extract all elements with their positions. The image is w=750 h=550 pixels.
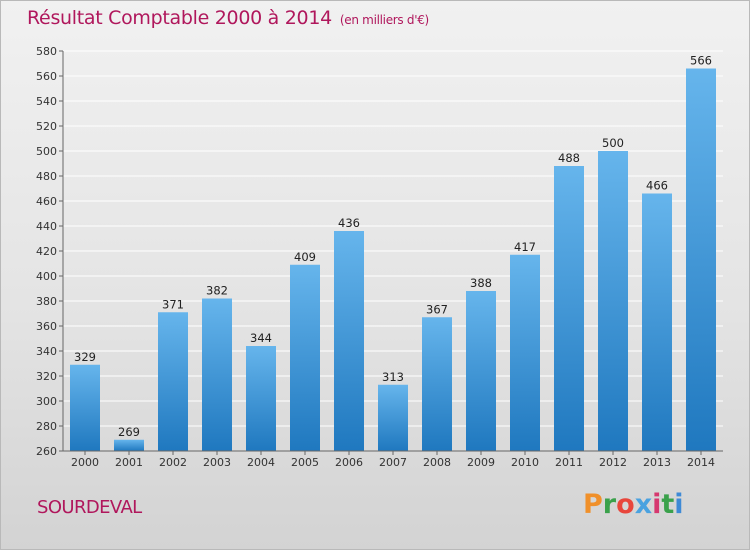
y-tick-label: 480 [36, 170, 57, 183]
x-tick-label: 2007 [379, 456, 407, 469]
value-label: 344 [250, 331, 272, 345]
bar-2007 [378, 384, 408, 451]
x-tick-label: 2011 [555, 456, 583, 469]
y-tick-label: 300 [36, 395, 57, 408]
bar-2011 [554, 166, 584, 451]
y-tick-label: 560 [36, 70, 57, 83]
value-label: 466 [646, 179, 668, 193]
y-tick-label: 420 [36, 245, 57, 258]
axes [62, 51, 723, 452]
bar-2001 [114, 439, 144, 451]
bars [70, 68, 716, 451]
bar-2008 [422, 317, 452, 451]
x-tick-label: 2009 [467, 456, 495, 469]
y-tick-label: 460 [36, 195, 57, 208]
value-label: 500 [602, 136, 624, 150]
logo-letter: P [583, 489, 603, 520]
bar-2004 [246, 346, 276, 451]
logo-letter: o [616, 489, 635, 520]
x-tick-label: 2012 [599, 456, 627, 469]
x-tick-label: 2000 [71, 456, 99, 469]
logo-letter: x [634, 489, 653, 520]
x-tick-label: 2002 [159, 456, 187, 469]
chart-subtitle: (en milliers d'€) [339, 13, 429, 27]
logo-letter: r [602, 489, 617, 520]
bar-2006 [334, 231, 364, 451]
value-labels: 329 269 371 382 344 409 436 313 367 388 417 488 500 4… [74, 54, 712, 439]
value-label: 371 [162, 297, 184, 311]
value-label: 417 [514, 240, 536, 254]
y-tick-label: 320 [36, 370, 57, 383]
y-tick-label: 280 [36, 420, 57, 433]
logo-letter: i [674, 489, 684, 520]
x-tick-label: 2005 [291, 456, 319, 469]
y-tick-label: 500 [36, 145, 57, 158]
value-label: 269 [118, 425, 140, 439]
value-label: 388 [470, 276, 492, 290]
y-tick-label: 260 [36, 445, 57, 458]
y-tick-label: 340 [36, 345, 57, 358]
bar-2002 [158, 312, 188, 451]
x-tick-label: 2008 [423, 456, 451, 469]
value-label: 313 [382, 370, 404, 384]
x-tick-label: 2001 [115, 456, 143, 469]
commune-name: SOURDEVAL [37, 497, 142, 518]
bar-2010 [510, 254, 540, 451]
value-label: 409 [294, 250, 316, 264]
bar-2003 [202, 298, 232, 451]
y-tick-label: 400 [36, 270, 57, 283]
bar-2013 [642, 193, 672, 451]
x-tick-label: 2004 [247, 456, 275, 469]
value-label: 382 [206, 284, 228, 298]
chart-title-text: Résultat Comptable 2000 à 2014 [27, 7, 332, 29]
y-axis-ticks: 260 280 300 320 340 360 380 400 420 440 460 480 500 5… [36, 45, 63, 458]
y-tick-label: 440 [36, 220, 57, 233]
bar-2009 [466, 291, 496, 451]
y-tick-label: 380 [36, 295, 57, 308]
value-label: 367 [426, 302, 448, 316]
value-label: 566 [690, 54, 712, 68]
y-tick-label: 520 [36, 120, 57, 133]
value-label: 329 [74, 350, 96, 364]
x-tick-label: 2014 [687, 456, 715, 469]
proxiti-logo[interactable]: Proxiti [583, 489, 684, 520]
value-label: 436 [338, 216, 360, 230]
logo-letter: t [661, 489, 675, 520]
value-label: 488 [558, 151, 580, 165]
x-tick-label: 2010 [511, 456, 539, 469]
y-tick-label: 360 [36, 320, 57, 333]
chart-title: Résultat Comptable 2000 à 2014 (en millie… [27, 7, 429, 29]
x-tick-label: 2006 [335, 456, 363, 469]
x-tick-label: 2003 [203, 456, 231, 469]
y-tick-label: 580 [36, 45, 57, 58]
bar-2005 [290, 264, 320, 451]
bar-2014 [686, 68, 716, 451]
bar-2012 [598, 151, 628, 451]
y-tick-label: 540 [36, 95, 57, 108]
x-axis-ticks: 2000 2001 2002 2003 2004 2005 2006 2007 2008 2009… [71, 451, 715, 469]
x-tick-label: 2013 [643, 456, 671, 469]
bar-2000 [70, 364, 100, 451]
logo-letter: i [652, 489, 662, 520]
